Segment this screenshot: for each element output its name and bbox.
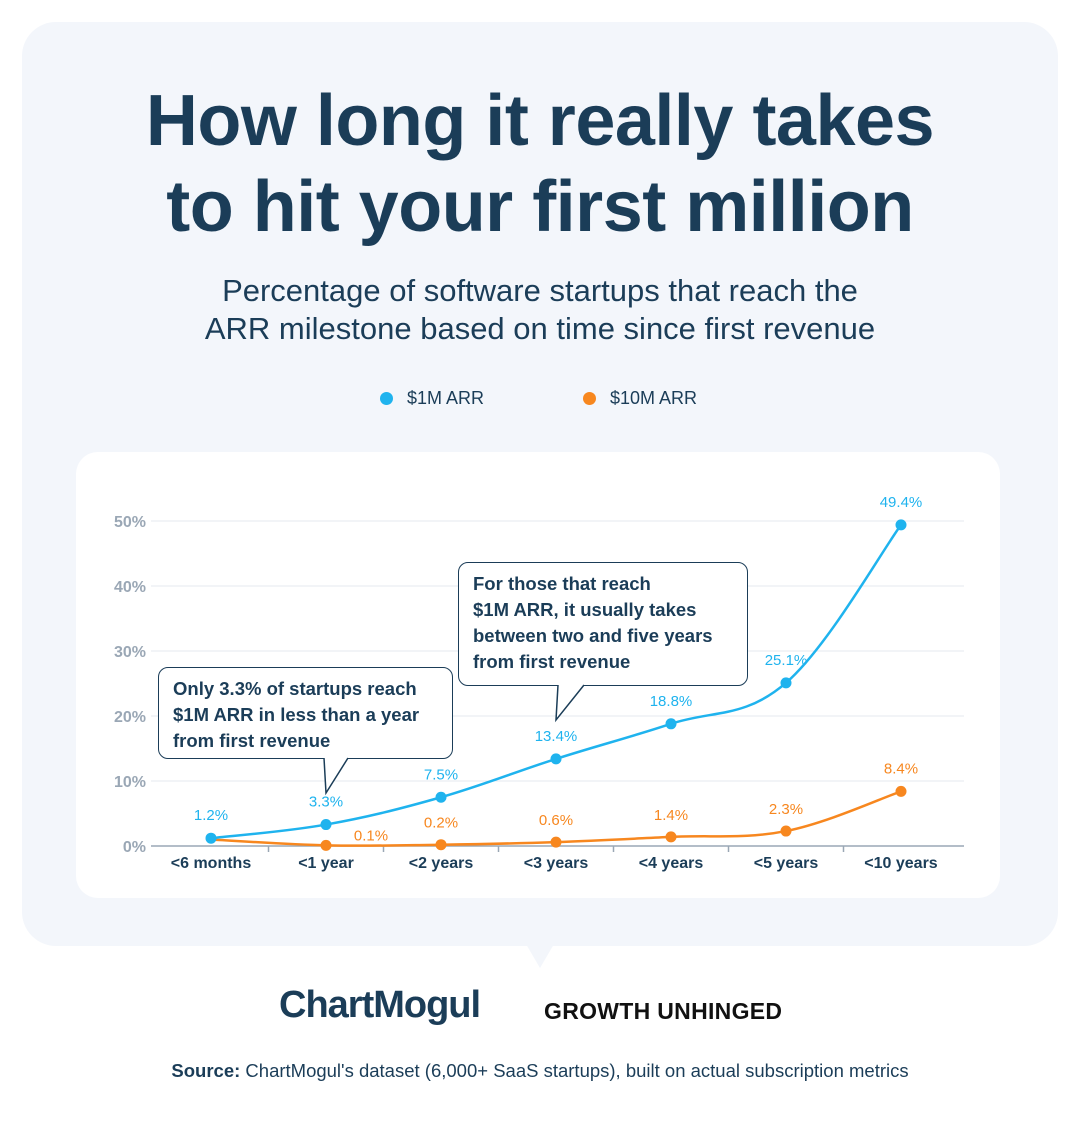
data-label-10m-arr: 1.4% [654,807,688,824]
data-point-1m-arr [895,519,907,531]
callout-1-line-2: $1M ARR in less than a year [173,704,420,725]
chart-title-line-1: How long it really takes [145,81,935,161]
data-label-1m-arr: 18.8% [650,693,693,710]
callout-2-line-4: from first revenue [473,651,631,672]
callout-less-than-a-year: Only 3.3% of startups reach $1M ARR in l… [158,667,453,759]
y-tick-label: 40% [114,579,146,596]
x-tick-label: <3 years [524,855,589,872]
data-point-1m-arr [665,718,677,730]
data-point-1m-arr [550,753,562,765]
chart-subtitle: Percentage of software startups that rea… [0,272,1080,348]
data-label-1m-arr: 25.1% [765,652,808,669]
data-point-10m-arr [895,785,907,797]
data-label-10m-arr: 0.1% [354,827,388,844]
source-label: Source: [171,1060,241,1081]
legend-item-1m-arr: $1M ARR [380,388,484,409]
callout-2-line-1: For those that reach [473,573,651,594]
data-label-1m-arr: 49.4% [880,494,923,511]
chart-subtitle-line-2: ARR milestone based on time since first … [204,311,876,346]
data-label-1m-arr: 13.4% [535,728,578,745]
x-tick-label: <6 months [171,855,252,872]
chart-panel: 0% 10% 20% 30% 40% 50% <6 months <1 year <2 year… [76,452,1000,898]
data-label-10m-arr: 2.3% [769,801,803,818]
line-chart: 0% 10% 20% 30% 40% 50% <6 months <1 year <2 year… [114,494,964,872]
y-tick-label: 10% [114,774,146,791]
data-point-10m-arr [435,839,447,851]
card-speech-tail [526,944,554,968]
callout-2-pointer [555,684,585,723]
y-tick-label: 50% [114,514,146,531]
callout-two-to-five-years: For those that reach $1M ARR, it usually… [458,562,748,686]
legend-item-10m-arr: $10M ARR [583,388,697,409]
chart-subtitle-line-1: Percentage of software startups that rea… [222,273,858,308]
callout-1-pointer [323,757,349,796]
x-tick-label: <10 years [864,855,938,872]
data-point-1m-arr [435,791,447,803]
x-tick-label: <2 years [409,855,474,872]
y-tick-label: 20% [114,709,146,726]
data-point-10m-arr [550,836,562,848]
data-label-10m-arr: 0.6% [539,812,573,829]
data-label-10m-arr: 8.4% [884,760,918,777]
data-point-10m-arr [320,839,332,851]
chartmogul-logo: ChartMogul [279,984,481,1026]
y-tick-label: 0% [123,839,146,856]
data-label-1m-arr: 1.2% [194,807,228,824]
legend-dot-1m-arr [380,392,393,405]
callout-2-line-3: between two and five years [473,625,713,646]
legend-label-10m-arr: $10M ARR [610,388,698,408]
x-tick-label: <5 years [754,855,819,872]
x-tick-label: <4 years [639,855,704,872]
legend-label-1m-arr: $1M ARR [407,388,485,408]
callout-2-line-2: $1M ARR, it usually takes [473,599,697,620]
data-point-10m-arr [780,825,792,837]
data-point-1m-arr [780,677,792,689]
logo-row: ChartMogul GROWTH UNHINGED [0,984,1080,1040]
y-tick-label: 30% [114,644,146,661]
source-text: ChartMogul's dataset (6,000+ SaaS startu… [240,1060,909,1081]
x-tick-label: <1 year [298,855,354,872]
data-point-10m-arr [665,831,677,843]
chart-legend: $1M ARR $10M ARR [0,388,1080,412]
source-note: Source: ChartMogul's dataset (6,000+ Saa… [0,1060,1080,1082]
data-label-10m-arr: 0.2% [424,815,458,832]
callout-1-line-1: Only 3.3% of startups reach [173,678,417,699]
chart-title: How long it really takes to hit your fir… [0,78,1080,250]
growth-unhinged-logo: GROWTH UNHINGED [544,998,783,1024]
data-point-1m-arr [205,832,217,844]
data-point-1m-arr [320,819,332,831]
callout-1-line-3: from first revenue [173,730,331,751]
data-label-1m-arr: 7.5% [424,766,458,783]
legend-dot-10m-arr [583,392,596,405]
data-label-1m-arr: 3.3% [309,794,343,811]
chart-title-line-2: to hit your first million [166,167,914,247]
